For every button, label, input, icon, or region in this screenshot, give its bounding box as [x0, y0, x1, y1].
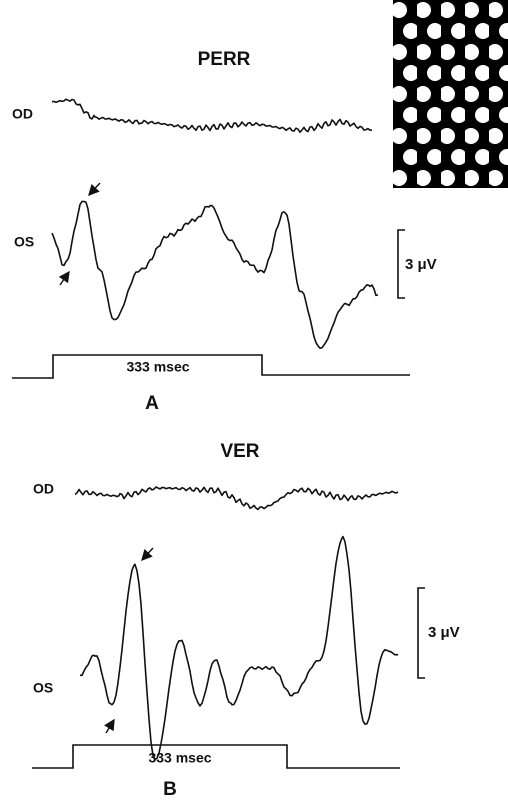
- arrow: [106, 720, 114, 733]
- arrow: [142, 548, 153, 560]
- scale-bar: [418, 588, 425, 678]
- trace-label: OS: [33, 680, 53, 696]
- scale-label: 3 μV: [405, 256, 437, 273]
- panel-title: PERR: [198, 49, 251, 70]
- stimulus-label: 333 msec: [126, 359, 189, 375]
- trace: [75, 487, 398, 509]
- stimulus-bar: [12, 355, 410, 378]
- arrow: [89, 183, 100, 195]
- panel-label: B: [163, 779, 177, 800]
- trace-label: OD: [33, 481, 54, 497]
- scale-label: 3 μV: [428, 624, 460, 641]
- trace-label: OS: [14, 234, 34, 250]
- trace-label: OD: [12, 106, 33, 122]
- panel-title: VER: [220, 441, 259, 462]
- figure: PERR OD OS 3 μV 333 msec A VER OD OS 3 μ…: [0, 0, 508, 800]
- trace: [52, 201, 378, 348]
- trace: [80, 537, 398, 760]
- stimulus-bar: [32, 745, 400, 768]
- panel-label: A: [145, 393, 159, 414]
- stimulus-label: 333 msec: [148, 750, 211, 766]
- trace: [52, 99, 372, 132]
- arrow: [60, 272, 69, 285]
- scale-bar: [398, 230, 405, 298]
- stimulus-pattern: [393, 0, 508, 188]
